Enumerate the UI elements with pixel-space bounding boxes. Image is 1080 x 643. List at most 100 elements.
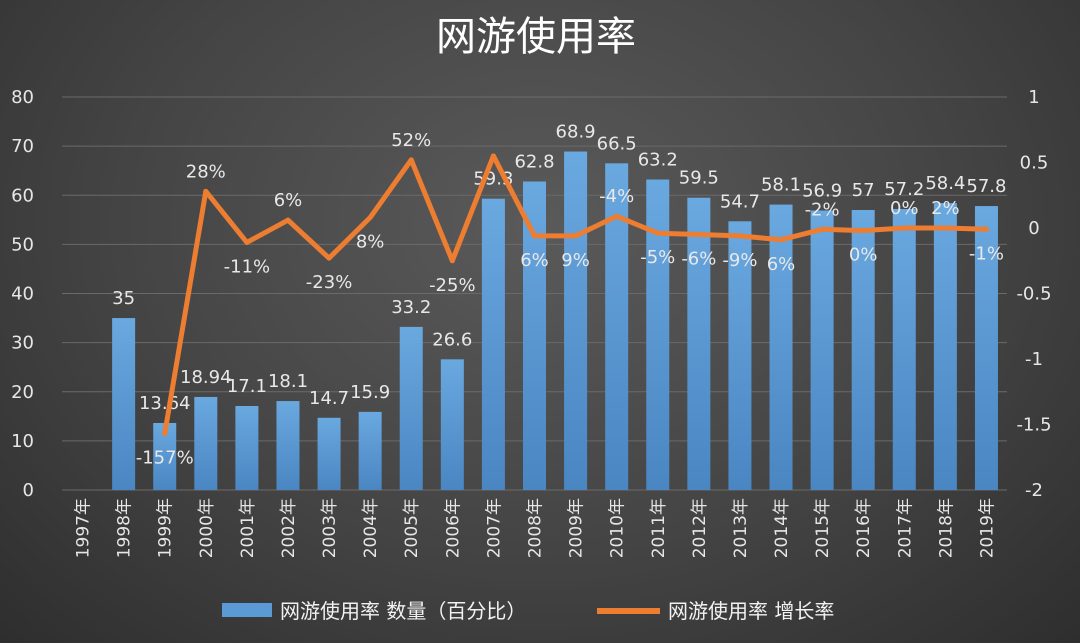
bar-data-label: 35 bbox=[112, 288, 135, 309]
bar-data-label: 13.64 bbox=[139, 393, 191, 414]
left-tick-label: 40 bbox=[11, 284, 34, 305]
right-tick-label: 0.5 bbox=[1020, 153, 1049, 174]
bar bbox=[481, 198, 505, 490]
bar-data-label: 18.94 bbox=[180, 367, 232, 388]
bar bbox=[276, 401, 300, 490]
x-tick-label: 2018年 bbox=[936, 498, 956, 558]
bar-data-label: 56.9 bbox=[802, 180, 842, 201]
right-tick-label: -1.5 bbox=[1016, 415, 1051, 436]
bar bbox=[153, 422, 177, 490]
line-data-label: 8% bbox=[356, 232, 385, 253]
line-data-label: -6% bbox=[681, 249, 716, 270]
bar bbox=[605, 163, 629, 490]
growth-point bbox=[367, 215, 373, 221]
growth-point bbox=[860, 228, 866, 234]
bar-data-label: 14.7 bbox=[309, 388, 349, 409]
line-data-label: -4% bbox=[599, 186, 634, 207]
legend-bar-label: 网游使用率 数量（百分比） bbox=[280, 599, 526, 623]
growth-point bbox=[449, 258, 455, 264]
x-tick-label: 2013年 bbox=[731, 498, 751, 558]
x-tick-label: 1999年 bbox=[156, 498, 176, 558]
x-tick-label: 2002年 bbox=[279, 498, 299, 558]
line-data-label: 52% bbox=[391, 130, 431, 151]
left-axis-ticks: 0 10 20 30 40 50 60 70 80 bbox=[11, 87, 34, 501]
right-tick-label: -2 bbox=[1025, 480, 1043, 501]
x-tick-label: 1997年 bbox=[74, 498, 94, 558]
left-tick-label: 10 bbox=[11, 431, 34, 452]
line-data-label: -25% bbox=[429, 275, 476, 296]
bar-data-label: 33.2 bbox=[391, 297, 431, 318]
line-data-label: 9% bbox=[561, 250, 590, 271]
x-tick-label: 2003年 bbox=[320, 498, 340, 558]
right-tick-label: 1 bbox=[1028, 87, 1039, 108]
x-tick-label: 2005年 bbox=[402, 498, 422, 558]
left-tick-label: 0 bbox=[23, 480, 34, 501]
bar bbox=[522, 181, 547, 490]
x-tick-label: 1998年 bbox=[115, 498, 135, 558]
bar-data-label: 62.8 bbox=[514, 151, 554, 172]
left-tick-label: 20 bbox=[11, 382, 34, 403]
line-data-label: 6% bbox=[274, 190, 303, 211]
bar-data-label: 68.9 bbox=[556, 122, 596, 143]
left-tick-label: 80 bbox=[11, 87, 34, 108]
x-tick-label: 2010年 bbox=[608, 498, 628, 558]
growth-point bbox=[573, 233, 579, 239]
x-tick-label: 2015年 bbox=[813, 498, 833, 558]
line-series bbox=[162, 153, 989, 437]
line-data-label: -2% bbox=[805, 199, 840, 220]
bar-data-label: 59.5 bbox=[679, 168, 719, 189]
bar bbox=[564, 151, 588, 490]
bar bbox=[810, 210, 834, 490]
growth-point bbox=[285, 217, 291, 223]
bar-data-label: 58.1 bbox=[761, 175, 801, 196]
bar bbox=[112, 318, 136, 490]
growth-point bbox=[696, 232, 702, 238]
x-tick-label: 2007年 bbox=[484, 498, 504, 558]
growth-point bbox=[162, 431, 168, 437]
line-data-label: -23% bbox=[306, 272, 353, 293]
x-tick-label: 2012年 bbox=[690, 498, 710, 558]
bar-data-label: 57.8 bbox=[966, 176, 1006, 197]
bar bbox=[892, 209, 916, 490]
growth-point bbox=[326, 255, 332, 261]
x-tick-label: 2011年 bbox=[649, 498, 669, 558]
bar-data-label: 15.9 bbox=[350, 382, 390, 403]
bar bbox=[194, 396, 218, 490]
line-data-label: -9% bbox=[722, 250, 757, 271]
bar bbox=[399, 326, 423, 490]
bar bbox=[358, 411, 382, 490]
growth-point bbox=[408, 157, 414, 163]
x-tick-label: 2008年 bbox=[526, 498, 546, 558]
growth-point bbox=[737, 233, 743, 239]
right-axis-ticks: -2 -1.5 -1 -0.5 0 0.5 1 bbox=[1016, 87, 1051, 501]
growth-point bbox=[942, 225, 948, 231]
bar bbox=[317, 417, 341, 490]
bar bbox=[769, 204, 793, 491]
bar-data-label: 66.5 bbox=[597, 133, 637, 154]
x-tick-label: 2006年 bbox=[443, 498, 463, 558]
bar bbox=[440, 359, 464, 490]
legend-line-label: 网游使用率 增长率 bbox=[668, 599, 834, 623]
bar-data-label: 26.6 bbox=[432, 329, 472, 350]
right-tick-label: -1 bbox=[1025, 349, 1043, 370]
left-tick-label: 70 bbox=[11, 136, 34, 157]
line-data-label: -5% bbox=[640, 247, 675, 268]
bar-series bbox=[112, 151, 998, 491]
growth-point bbox=[983, 226, 989, 232]
line-data-label: 0% bbox=[890, 198, 919, 219]
bar bbox=[974, 206, 998, 490]
right-tick-label: -0.5 bbox=[1016, 284, 1051, 305]
line-data-label: 6% bbox=[520, 250, 549, 271]
x-tick-label: 2000年 bbox=[197, 498, 217, 558]
line-data-label: 28% bbox=[186, 161, 226, 182]
growth-point bbox=[203, 188, 209, 194]
legend: 网游使用率 数量（百分比） 网游使用率 增长率 bbox=[222, 599, 834, 623]
growth-point bbox=[244, 239, 250, 245]
bar-data-label: 58.4 bbox=[925, 173, 965, 194]
bar-data-label: 63.2 bbox=[638, 150, 678, 171]
bar-data-label: 17.1 bbox=[227, 376, 267, 397]
growth-point bbox=[778, 237, 784, 243]
left-tick-label: 60 bbox=[11, 185, 34, 206]
bar bbox=[235, 405, 259, 490]
